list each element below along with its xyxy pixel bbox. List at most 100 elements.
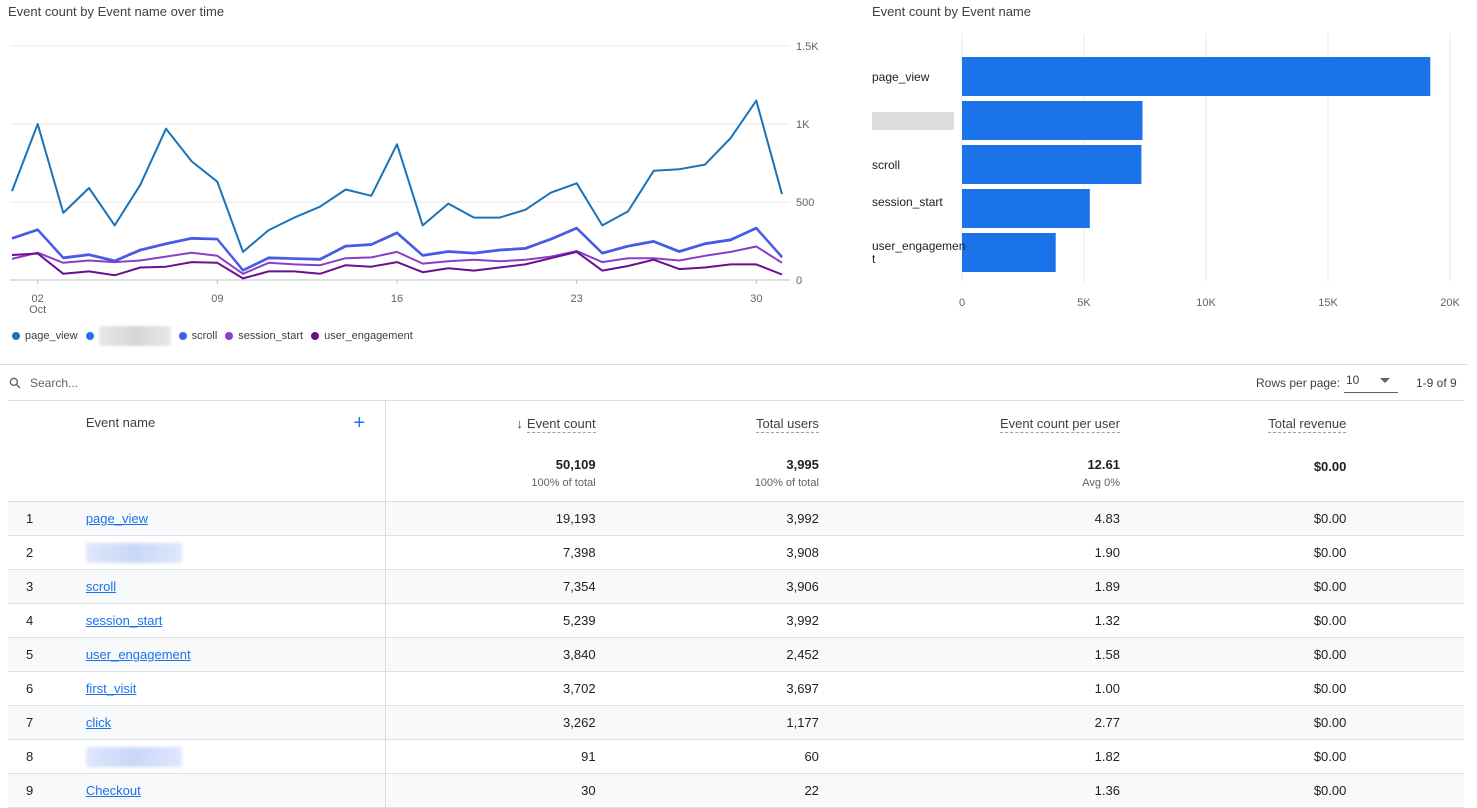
table-row[interactable]: 7 click 3,262 1,177 2.77 $0.00 bbox=[8, 705, 1464, 740]
total-users-cell: 3,992 bbox=[595, 501, 819, 536]
header-total-users-label: Total users bbox=[756, 415, 819, 433]
bar[interactable] bbox=[962, 233, 1056, 272]
table-toolbar: Search... Rows per page: 10 1-9 of 9 bbox=[8, 370, 1468, 398]
redacted-label bbox=[98, 326, 171, 346]
event-name-cell: first_visit bbox=[85, 671, 387, 706]
table-row[interactable]: 6 first_visit 3,702 3,697 1.00 $0.00 bbox=[8, 671, 1464, 706]
total-users-cell: 3,697 bbox=[595, 671, 819, 706]
row-index: 3 bbox=[8, 569, 86, 604]
event-count-cell: 3,840 bbox=[385, 637, 596, 672]
sort-arrow-down-icon: ↓ bbox=[516, 415, 523, 431]
per-user-cell: 1.89 bbox=[818, 569, 1120, 604]
section-divider bbox=[0, 364, 1467, 365]
totals-pad bbox=[1346, 445, 1464, 502]
event-name-link[interactable]: click bbox=[85, 715, 112, 730]
event-name-link[interactable]: page_view bbox=[85, 511, 148, 526]
totals-row: 50,109 100% of total 3,995 100% of total… bbox=[8, 445, 1464, 502]
event-name-cell bbox=[85, 535, 387, 570]
row-index: 7 bbox=[8, 705, 86, 740]
x-tick-label: 5K bbox=[1077, 297, 1091, 309]
event-name-cell bbox=[85, 739, 387, 774]
event-name-link[interactable]: session_start bbox=[85, 613, 163, 628]
category-label: scroll bbox=[872, 158, 900, 172]
totals-name-cell bbox=[85, 445, 387, 502]
bar[interactable] bbox=[962, 101, 1143, 140]
totals-revenue-value: $0.00 bbox=[1313, 458, 1347, 474]
revenue-cell: $0.00 bbox=[1119, 739, 1347, 774]
search-icon[interactable] bbox=[8, 376, 22, 390]
header-per-user[interactable]: Event count per user bbox=[818, 400, 1120, 445]
event-count-cell: 7,354 bbox=[385, 569, 596, 604]
x-tick-label: 09 bbox=[211, 293, 223, 305]
table-row[interactable]: 4 session_start 5,239 3,992 1.32 $0.00 bbox=[8, 603, 1464, 638]
table-row[interactable]: 5 user_engagement 3,840 2,452 1.58 $0.00 bbox=[8, 637, 1464, 672]
totals-event-count: 50,109 100% of total bbox=[385, 445, 596, 502]
event-name-link[interactable]: Checkout bbox=[85, 783, 141, 798]
event-name-link[interactable]: scroll bbox=[85, 579, 117, 594]
header-total-users[interactable]: Total users bbox=[595, 400, 819, 445]
row-index: 9 bbox=[8, 773, 86, 808]
total-users-cell: 3,908 bbox=[595, 535, 819, 570]
row-pad bbox=[1346, 569, 1464, 604]
event-name-cell: click bbox=[85, 705, 387, 740]
legend-label: page_view bbox=[25, 330, 78, 342]
category-label: session_start bbox=[872, 195, 943, 209]
legend-item-scroll[interactable]: scroll bbox=[178, 330, 217, 342]
event-count-cell: 3,262 bbox=[385, 705, 596, 740]
table-row[interactable]: 3 scroll 7,354 3,906 1.89 $0.00 bbox=[8, 569, 1464, 604]
event-name-link[interactable]: user_engagement bbox=[85, 647, 191, 662]
legend-item-page-view[interactable]: page_view bbox=[12, 330, 78, 342]
revenue-cell: $0.00 bbox=[1119, 705, 1347, 740]
revenue-cell: $0.00 bbox=[1119, 671, 1347, 706]
totals-event-count-sub: 100% of total bbox=[531, 477, 596, 489]
bar[interactable] bbox=[962, 189, 1090, 228]
table-row[interactable]: 2 7,398 3,908 1.90 $0.00 bbox=[8, 535, 1464, 570]
totals-total-users-sub: 100% of total bbox=[754, 477, 819, 489]
legend-dot bbox=[225, 332, 234, 340]
revenue-cell: $0.00 bbox=[1119, 501, 1347, 536]
totals-revenue: $0.00 bbox=[1119, 445, 1347, 502]
line-chart-legend: page_view scroll session_start user_enga… bbox=[12, 326, 421, 346]
row-index: 8 bbox=[8, 739, 86, 774]
event-count-cell: 7,398 bbox=[385, 535, 596, 570]
search-input[interactable]: Search... bbox=[30, 376, 79, 390]
legend-item-redacted[interactable] bbox=[85, 326, 171, 346]
line-chart-title: Event count by Event name over time bbox=[8, 4, 225, 19]
category-label-cont: t bbox=[872, 252, 876, 266]
header-revenue[interactable]: Total revenue bbox=[1119, 400, 1347, 445]
bar[interactable] bbox=[962, 145, 1142, 184]
header-event-name[interactable]: Event name + bbox=[85, 400, 387, 445]
row-index: 4 bbox=[8, 603, 86, 638]
total-users-cell: 22 bbox=[595, 773, 819, 808]
total-users-cell: 3,992 bbox=[595, 603, 819, 638]
event-count-cell: 30 bbox=[385, 773, 596, 808]
redacted-event-name bbox=[85, 542, 182, 563]
legend-item-user-engagement[interactable]: user_engagement bbox=[311, 330, 413, 342]
per-user-cell: 1.90 bbox=[818, 535, 1120, 570]
redacted-category-label bbox=[872, 112, 954, 130]
table-row[interactable]: 9 Checkout 30 22 1.36 $0.00 bbox=[8, 773, 1464, 808]
row-pad bbox=[1346, 535, 1464, 570]
event-name-cell: user_engagement bbox=[85, 637, 387, 672]
legend-dot bbox=[311, 332, 320, 340]
event-name-cell: page_view bbox=[85, 501, 387, 536]
y-tick-label: 500 bbox=[796, 197, 814, 209]
row-pad bbox=[1346, 705, 1464, 740]
revenue-cell: $0.00 bbox=[1119, 637, 1347, 672]
per-user-cell: 1.00 bbox=[818, 671, 1120, 706]
table-row[interactable]: 1 page_view 19,193 3,992 4.83 $0.00 bbox=[8, 501, 1464, 536]
bar[interactable] bbox=[962, 57, 1431, 96]
header-event-count[interactable]: ↓ Event count bbox=[385, 400, 596, 445]
revenue-cell: $0.00 bbox=[1119, 535, 1347, 570]
rows-per-page-select[interactable]: 10 bbox=[1344, 372, 1398, 393]
add-dimension-plus-icon[interactable]: + bbox=[353, 412, 366, 434]
header-revenue-label: Total revenue bbox=[1268, 415, 1347, 433]
table-row[interactable]: 8 91 60 1.82 $0.00 bbox=[8, 739, 1464, 774]
legend-item-session-start[interactable]: session_start bbox=[225, 330, 303, 342]
series-line-user_engagement bbox=[11, 250, 783, 280]
series-line-scroll bbox=[11, 226, 783, 271]
event-name-link[interactable]: first_visit bbox=[85, 681, 137, 696]
total-users-cell: 1,177 bbox=[595, 705, 819, 740]
revenue-cell: $0.00 bbox=[1119, 603, 1347, 638]
